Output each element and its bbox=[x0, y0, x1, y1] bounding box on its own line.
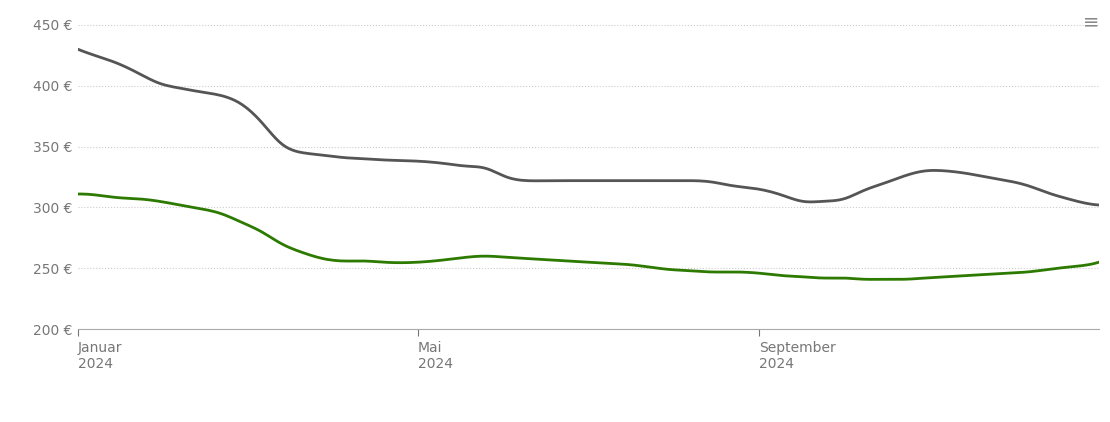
Text: ≡: ≡ bbox=[1082, 13, 1099, 32]
